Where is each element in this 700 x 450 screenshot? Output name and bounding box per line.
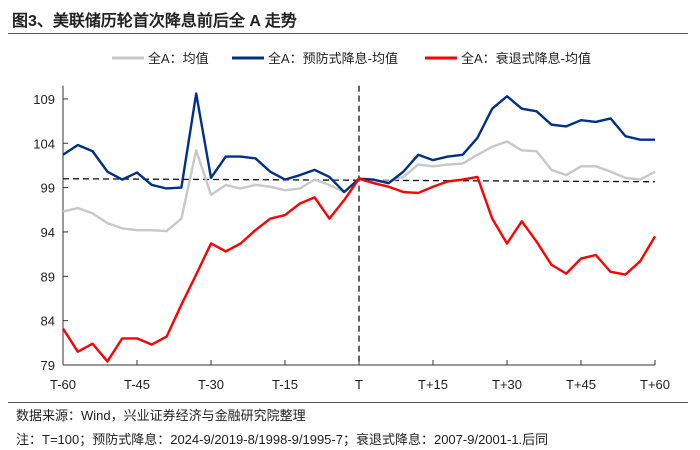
y-tick-label: 79 xyxy=(41,358,55,373)
x-tick-label: T+60 xyxy=(640,377,670,392)
y-tick-label: 84 xyxy=(41,314,55,329)
legend-label-2: 全A：衰退式降息-均值 xyxy=(461,51,591,66)
y-tick-label: 109 xyxy=(33,92,55,107)
figure-title: 图3、美联储历轮首次降息前后全 A 走势 xyxy=(12,13,297,30)
reference-line-horizontal xyxy=(62,178,656,183)
x-tick-label: T-45 xyxy=(124,377,150,392)
y-tick-label: 99 xyxy=(41,181,55,196)
line-chart: 79 84 89 94 99 104 109 T-60 T-45 T-30 T-15 T T+15 T+3… xyxy=(33,51,670,392)
footer-divider xyxy=(8,402,688,403)
x-tick-label: T-15 xyxy=(272,377,298,392)
title-divider xyxy=(8,33,688,34)
x-tick-label: T-60 xyxy=(50,377,76,392)
source-note: 数据来源：Wind，兴业证券经济与金融研究院整理 xyxy=(16,408,306,423)
x-tick-label: T+45 xyxy=(566,377,596,392)
legend-label-1: 全A：预防式降息-均值 xyxy=(268,51,398,66)
y-tick-label: 89 xyxy=(41,269,55,284)
x-tick-label: T-30 xyxy=(198,377,224,392)
x-tick-label: T+15 xyxy=(418,377,448,392)
x-tick-label: T xyxy=(355,377,363,392)
y-tick-label: 104 xyxy=(33,136,55,151)
legend-label-0: 全A：均值 xyxy=(148,51,209,66)
series-line-2 xyxy=(61,175,657,363)
y-tick-label: 94 xyxy=(41,225,55,240)
x-tick-label: T+30 xyxy=(492,377,522,392)
footnote: 注：T=100；预防式降息：2024-9/2019-8/1998-9/1995-… xyxy=(16,432,549,447)
